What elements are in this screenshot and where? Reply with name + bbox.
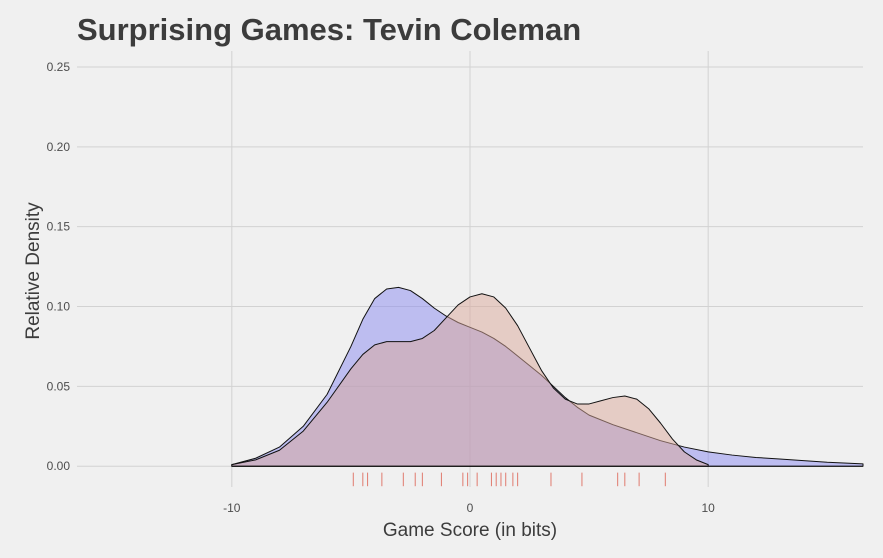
chart-title: Surprising Games: Tevin Coleman: [77, 12, 582, 47]
rug-marks: [352, 472, 666, 487]
y-tick-label: 0.20: [47, 140, 71, 154]
y-tick-label: 0.00: [47, 459, 71, 473]
density-areas: [231, 286, 864, 467]
y-tick-label: 0.25: [47, 60, 71, 74]
x-tick-label: 10: [702, 501, 716, 515]
x-tick-label: -10: [223, 501, 241, 515]
tick-labels: 0.00 0.05 0.10 0.15 0.20 0.25 -10 0 10: [47, 60, 716, 515]
x-tick-label: 0: [467, 501, 474, 515]
x-axis-title: Game Score (in bits): [383, 520, 557, 541]
density-area-2: [231, 293, 709, 467]
y-tick-label: 0.15: [47, 220, 71, 234]
y-tick-label: 0.05: [47, 379, 71, 393]
y-tick-label: 0.10: [47, 300, 71, 314]
y-axis-title: Relative Density: [23, 202, 44, 340]
